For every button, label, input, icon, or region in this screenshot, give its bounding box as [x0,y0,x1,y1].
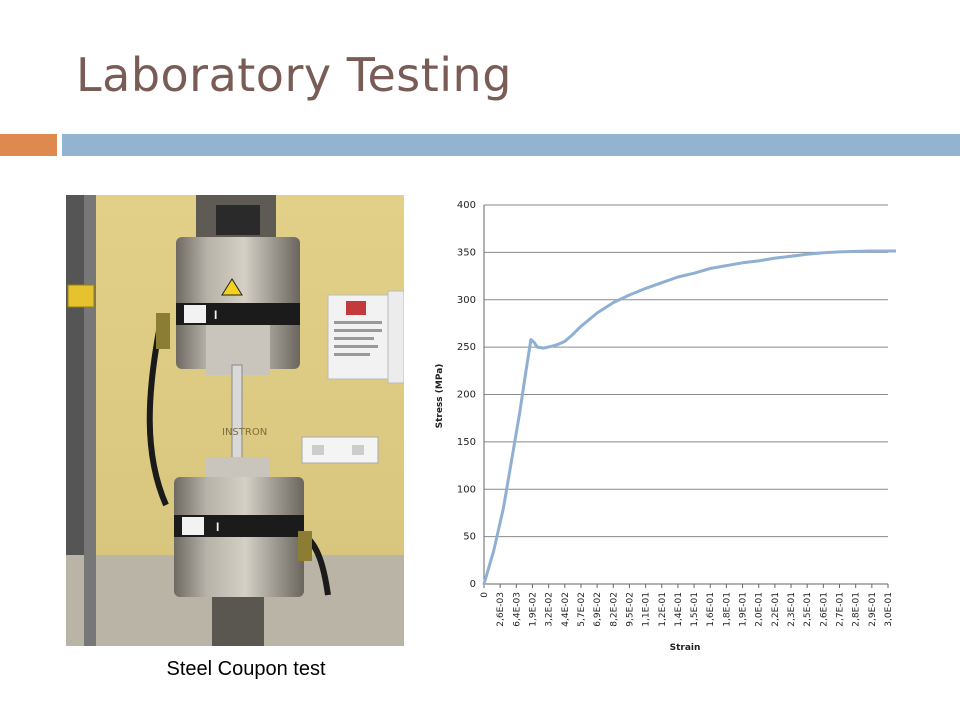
photo-illustration: I I INSTRON [66,195,404,646]
x-tick-label: 2,9E-01 [868,592,878,627]
x-tick-label: 0 [480,592,490,598]
x-tick-label: 3,0E-01 [884,592,894,627]
x-tick-label: 2,7E-01 [836,592,846,627]
y-tick-label: 0 [470,579,476,590]
y-tick-label: 250 [457,342,476,353]
x-tick-label: 2,2E-01 [771,592,781,627]
x-tick-label: 1,8E-01 [722,592,732,627]
photo-brand-text: INSTRON [222,427,267,438]
x-axis-label: Strain [670,643,701,653]
y-axis-label: Stress (MPa) [435,364,445,429]
x-tick-label: 9,5E-02 [625,592,635,627]
x-tick-label: 2,6E-01 [819,592,829,627]
x-tick-label: 1,9E-02 [528,592,538,627]
y-tick-label: 350 [457,247,476,258]
instron-test-photo: I I INSTRON [66,195,404,646]
x-tick-label: 1,2E-01 [658,592,668,627]
x-tick-label: 1,9E-01 [739,592,749,627]
y-tick-label: 100 [457,484,476,495]
title-accent-bar-blue [62,134,960,156]
svg-text:I: I [216,520,219,534]
x-tick-label: 8,2E-02 [609,592,619,627]
y-tick-label: 200 [457,390,476,401]
x-tick-label: 2,3E-01 [787,592,797,627]
photo-caption: Steel Coupon test [166,658,326,680]
svg-text:I: I [214,308,217,322]
x-tick-label: 1,5E-01 [690,592,700,627]
x-tick-label: 1,6E-01 [706,592,716,627]
x-tick-label: 6,4E-03 [512,592,522,627]
x-tick-label: 2,0E-01 [755,592,765,627]
x-tick-label: 2,5E-01 [803,592,813,627]
y-tick-label: 400 [457,200,476,211]
x-tick-label: 2,6E-03 [496,592,506,627]
x-tick-label: 4,4E-02 [561,592,571,627]
y-tick-label: 300 [457,295,476,306]
x-tick-label: 2,8E-01 [852,592,862,627]
stress-strain-curve [482,249,896,586]
x-tick-label: 6,9E-02 [593,592,603,627]
stress-strain-chart: 0 50 100 150 200 250 300 350 400 0 2,6E-03 6,4E-03… [435,200,896,653]
x-tick-label: 5,7E-02 [577,592,587,627]
slide-title: Laboratory Testing [76,48,512,102]
y-tick-label: 150 [457,437,476,448]
x-tick-label: 1,4E-01 [674,592,684,627]
x-tick-label: 1,1E-01 [642,592,652,627]
y-tick-label: 50 [463,532,476,543]
x-tick-label: 3,2E-02 [545,592,555,627]
title-accent-bar-orange [0,134,57,156]
